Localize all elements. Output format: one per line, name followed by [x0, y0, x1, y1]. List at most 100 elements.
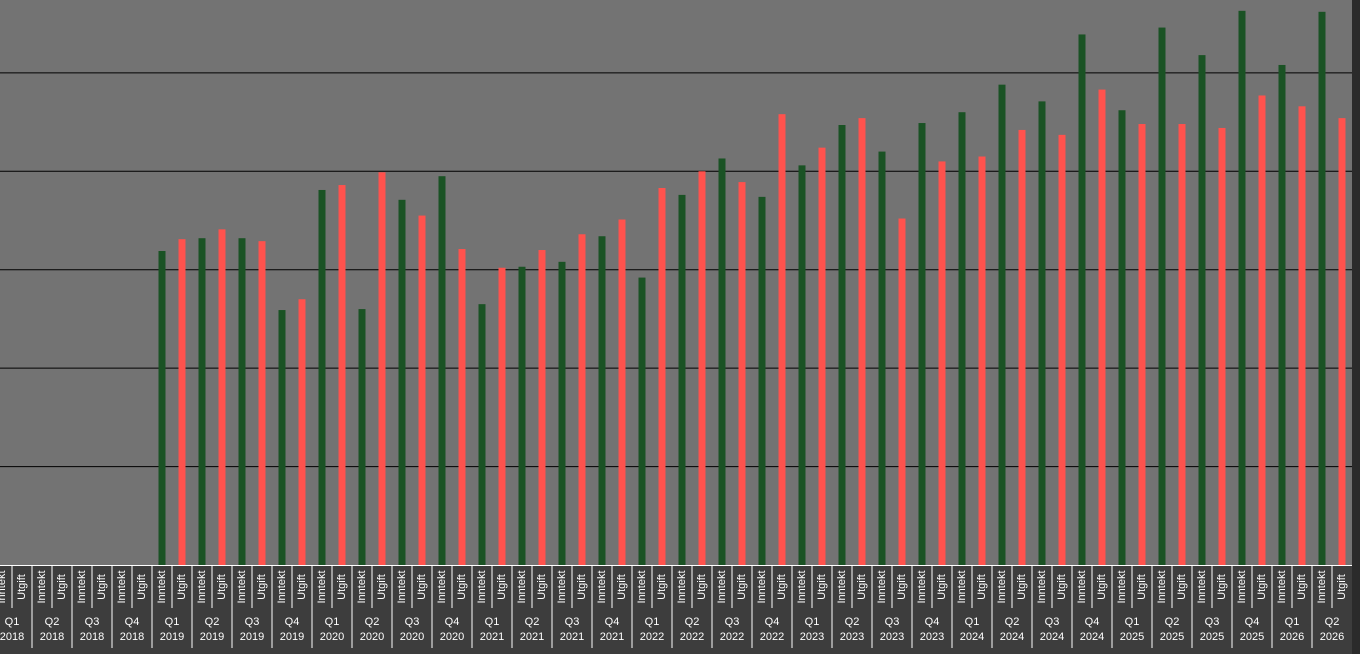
bar: [198, 238, 206, 566]
x-tick-label: Q4: [285, 616, 300, 628]
bar: [1198, 55, 1206, 566]
bar: [1218, 127, 1226, 565]
series-label: Inntekt: [276, 570, 288, 603]
bar: [458, 249, 466, 566]
series-label: Utgift: [536, 574, 548, 600]
x-tick-label: Q1: [325, 616, 340, 628]
x-tick-label: 2022: [720, 631, 744, 643]
series-label: Inntekt: [1236, 570, 1248, 603]
x-tick-label: Q1: [1285, 616, 1300, 628]
x-tick-label: 2024: [1040, 631, 1064, 643]
x-tick-label: 2023: [920, 631, 944, 643]
series-label: Inntekt: [116, 570, 128, 603]
x-tick-label: 2020: [320, 631, 344, 643]
bar: [978, 156, 986, 566]
x-tick-label: Q2: [525, 616, 540, 628]
x-tick-label: Q4: [1245, 616, 1260, 628]
series-label: Inntekt: [236, 570, 248, 603]
series-label: Inntekt: [596, 570, 608, 603]
series-label: Inntekt: [996, 570, 1008, 603]
series-label: Utgift: [496, 574, 508, 600]
series-label: Inntekt: [676, 570, 688, 603]
bar: [258, 241, 266, 565]
series-label: Utgift: [256, 574, 268, 600]
x-tick-label: Q3: [245, 616, 260, 628]
bar: [798, 165, 806, 566]
series-label: Inntekt: [76, 570, 88, 603]
x-tick-label: Q1: [1125, 616, 1140, 628]
x-tick-label: Q2: [205, 616, 220, 628]
bar: [1238, 10, 1246, 566]
x-tick-label: 2025: [1160, 631, 1184, 643]
series-label: Inntekt: [156, 570, 168, 603]
x-tick-label: 2018: [120, 631, 144, 643]
x-tick-label: 2020: [440, 631, 464, 643]
series-label: Utgift: [656, 574, 668, 600]
bar: [818, 147, 826, 566]
bar: [1038, 101, 1046, 566]
bar: [898, 218, 906, 565]
bar: [1138, 124, 1146, 566]
bar: [658, 188, 666, 565]
bar: [1078, 34, 1086, 565]
series-label: Utgift: [136, 574, 148, 600]
series-label: Inntekt: [1156, 570, 1168, 603]
bar: [1258, 95, 1266, 565]
series-label: Utgift: [1216, 574, 1228, 600]
bar: [498, 267, 506, 565]
bar: [758, 196, 766, 565]
series-label: Inntekt: [396, 570, 408, 603]
series-label: Utgift: [1256, 574, 1268, 600]
x-tick-label: 2021: [600, 631, 624, 643]
bar: [1298, 106, 1306, 566]
series-label: Utgift: [1056, 574, 1068, 600]
x-tick-label: 2021: [560, 631, 584, 643]
series-label: Inntekt: [1316, 570, 1328, 603]
bar: [998, 84, 1006, 566]
series-label: Inntekt: [1196, 570, 1208, 603]
series-label: Utgift: [296, 574, 308, 600]
series-label: Utgift: [816, 574, 828, 600]
x-tick-label: Q4: [445, 616, 460, 628]
x-tick-label: 2022: [680, 631, 704, 643]
bar: [698, 171, 706, 565]
bar: [1118, 110, 1126, 566]
x-tick-label: 2026: [1280, 631, 1304, 643]
bar: [598, 236, 606, 565]
series-label: Utgift: [736, 574, 748, 600]
x-tick-label: 2021: [520, 631, 544, 643]
x-tick-label: Q2: [1005, 616, 1020, 628]
series-label: Inntekt: [1036, 570, 1048, 603]
bar: [1058, 134, 1066, 565]
x-tick-label: Q2: [365, 616, 380, 628]
bar: [338, 185, 346, 566]
series-label: Utgift: [1016, 574, 1028, 600]
series-label: Utgift: [176, 574, 188, 600]
series-label: Utgift: [416, 574, 428, 600]
bar: [918, 123, 926, 565]
x-tick-label: Q2: [1165, 616, 1180, 628]
bar: [1178, 124, 1186, 566]
x-tick-label: 2023: [840, 631, 864, 643]
bar: [358, 309, 366, 565]
bar: [538, 250, 546, 565]
x-tick-label: 2018: [80, 631, 104, 643]
series-label: Utgift: [1176, 574, 1188, 600]
bar: [238, 238, 246, 566]
series-label: Utgift: [1296, 574, 1308, 600]
x-tick-label: Q1: [485, 616, 500, 628]
x-tick-label: Q3: [565, 616, 580, 628]
bar: [958, 112, 966, 565]
series-label: Utgift: [456, 574, 468, 600]
series-label: Inntekt: [636, 570, 648, 603]
bar: [398, 199, 406, 565]
bar: [518, 266, 526, 565]
bar: [618, 219, 626, 565]
x-tick-label: Q3: [885, 616, 900, 628]
x-tick-label: 2023: [800, 631, 824, 643]
series-label: Inntekt: [36, 570, 48, 603]
series-label: Inntekt: [356, 570, 368, 603]
series-label: Utgift: [896, 574, 908, 600]
x-tick-label: Q3: [1045, 616, 1060, 628]
bar: [178, 239, 186, 566]
